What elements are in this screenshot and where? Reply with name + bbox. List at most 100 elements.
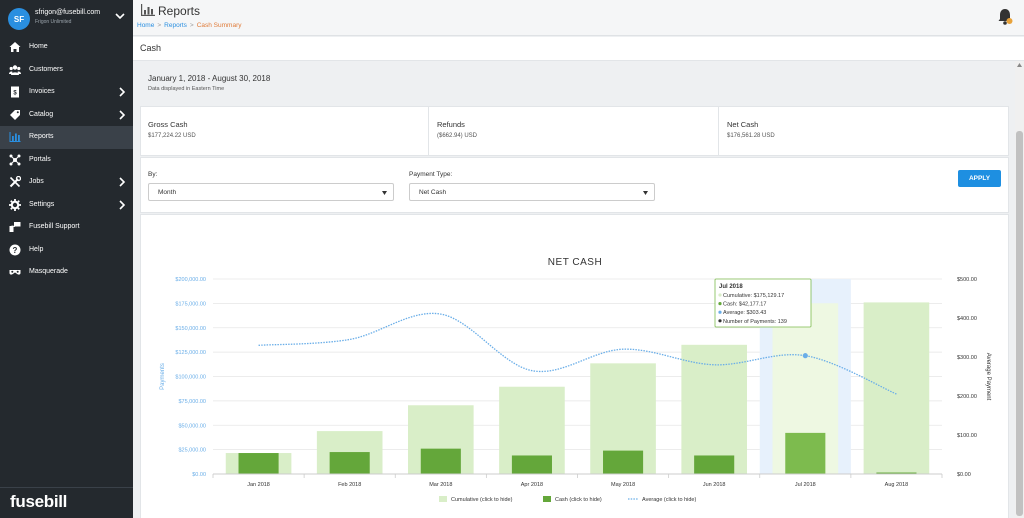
- breadcrumb-separator: >: [189, 22, 194, 29]
- support-icon: [9, 222, 21, 232]
- y-tick-label: $200,000.00: [175, 277, 206, 283]
- caret-down-icon: [643, 191, 648, 195]
- payment-type-select[interactable]: Net Cash: [409, 183, 655, 201]
- y-tick-label: $150,000.00: [175, 326, 206, 332]
- sidebar-item-label: Portals: [29, 155, 51, 163]
- x-tick-label: Aug 2018: [885, 482, 909, 488]
- user-menu[interactable]: SF sfrigon@fusebill.com Frigon Unlimited: [0, 0, 133, 35]
- y-tick-label: $75,000.00: [178, 399, 206, 405]
- chevron-right-icon: [119, 109, 126, 120]
- avatar: SF: [8, 8, 30, 30]
- tooltip-bullet: [718, 293, 722, 297]
- net-cash-label: Net Cash: [727, 120, 759, 129]
- cumulative-bar[interactable]: [681, 344, 747, 474]
- tools-icon: [9, 176, 21, 188]
- x-tick-label: Feb 2018: [338, 482, 361, 488]
- sidebar-item-label: Settings: [29, 200, 55, 208]
- cash-bar[interactable]: [329, 452, 370, 474]
- legend-average[interactable]: Average (click to hide): [642, 497, 696, 503]
- tooltip-bullet: [718, 302, 722, 306]
- apply-button[interactable]: APPLY: [958, 170, 1001, 187]
- sidebar-item-label: Reports: [29, 133, 54, 140]
- by-select[interactable]: Month: [148, 183, 394, 201]
- cumulative-bar[interactable]: [863, 302, 930, 474]
- sidebar-item-jobs[interactable]: Jobs: [0, 171, 133, 194]
- scroll-up-arrow-icon[interactable]: [1017, 63, 1022, 67]
- caret-down-icon: [382, 191, 387, 195]
- cash-bar[interactable]: [511, 455, 552, 474]
- notification-bell-icon[interactable]: [997, 8, 1013, 26]
- sidebar-item-invoices[interactable]: $ Invoices: [0, 81, 133, 104]
- x-tick-label: Mar 2018: [429, 482, 452, 488]
- payment-type-value: Net Cash: [419, 189, 447, 196]
- sidebar-item-masquerade[interactable]: Masquerade: [0, 261, 133, 284]
- breadcrumb: Home > Reports > Cash Summary: [137, 22, 242, 29]
- sidebar: SF sfrigon@fusebill.com Frigon Unlimited…: [0, 0, 133, 518]
- breadcrumb-reports[interactable]: Reports: [164, 22, 187, 29]
- users-icon: [9, 64, 21, 75]
- portals-icon: [9, 154, 21, 165]
- net-cash-chart: NET CASH $0.00 $25,000.00 $50,000.00 $75,000…: [160, 257, 991, 503]
- y2-tick-label: $500.00: [957, 277, 977, 283]
- sidebar-item-portals[interactable]: Portals: [0, 149, 133, 172]
- summary-panel: Gross Cash $177,224.22 USD Refunds ($662…: [140, 106, 1009, 156]
- x-tick-label: Jul 2018: [795, 482, 816, 488]
- y-axis-label: Payments: [160, 363, 166, 390]
- mask-icon: [9, 270, 21, 275]
- home-icon: [9, 42, 21, 52]
- cash-bar[interactable]: [238, 453, 279, 474]
- gross-cash-summary: Gross Cash $177,224.22 USD: [141, 107, 429, 156]
- legend-cumulative[interactable]: Cumulative (click to hide): [451, 497, 513, 503]
- y-tick-label: $100,000.00: [175, 375, 206, 381]
- payment-type-label: Payment Type:: [409, 171, 453, 178]
- user-email: sfrigon@fusebill.com: [35, 9, 101, 16]
- refunds-value: ($662.94) USD: [437, 133, 478, 139]
- legend-cash[interactable]: Cash (click to hide): [555, 497, 602, 503]
- section-header: Cash: [133, 37, 1024, 61]
- net-cash-value: $176,561.28 USD: [727, 133, 775, 139]
- cash-bar[interactable]: [785, 432, 826, 474]
- cash-bar[interactable]: [694, 455, 735, 474]
- by-label: By:: [148, 171, 158, 178]
- x-tick-label: Jan 2018: [247, 482, 270, 488]
- sidebar-item-help[interactable]: ? Help: [0, 239, 133, 262]
- sidebar-item-label: Customers: [29, 65, 63, 73]
- chevron-down-icon[interactable]: [115, 11, 125, 21]
- sidebar-item-settings[interactable]: Settings: [0, 194, 133, 217]
- sidebar-divider: [0, 487, 133, 488]
- sidebar-item-label: Jobs: [29, 178, 44, 185]
- date-range: January 1, 2018 - August 30, 2018: [148, 74, 271, 83]
- tooltip-bullet: [718, 319, 722, 323]
- y2-tick-label: $100.00: [957, 433, 977, 439]
- legend-swatch-cumulative[interactable]: [439, 496, 447, 502]
- refunds-label: Refunds: [437, 120, 465, 129]
- breadcrumb-separator: >: [157, 22, 162, 29]
- cash-bar[interactable]: [603, 450, 644, 474]
- sidebar-item-label: Fusebill Support: [29, 223, 80, 230]
- cash-bar[interactable]: [420, 448, 461, 474]
- logo-text: fusebill: [10, 492, 68, 511]
- cash-bar[interactable]: [876, 472, 917, 474]
- sidebar-item-home[interactable]: Home: [0, 36, 133, 59]
- sidebar-item-customers[interactable]: Customers: [0, 59, 133, 82]
- sidebar-item-label: Masquerade: [29, 268, 68, 275]
- gear-icon: [9, 198, 21, 211]
- breadcrumb-home[interactable]: Home: [137, 22, 155, 29]
- chart-tooltip: [714, 278, 812, 328]
- sidebar-item-reports[interactable]: Reports: [0, 126, 133, 149]
- scrollbar[interactable]: [1015, 61, 1024, 518]
- help-icon: ?: [9, 244, 21, 255]
- bar-chart-icon: [9, 132, 21, 142]
- legend-swatch-cash[interactable]: [543, 496, 551, 502]
- filter-panel: By: Month Payment Type: Net Cash APPLY: [140, 157, 1009, 213]
- breadcrumb-current: Cash Summary: [196, 22, 242, 29]
- average-line: [258, 312, 897, 395]
- gross-cash-label: Gross Cash: [148, 120, 188, 129]
- refunds-summary: Refunds ($662.94) USD: [430, 107, 719, 156]
- sidebar-item-fusebill-support[interactable]: Fusebill Support: [0, 216, 133, 239]
- scrollbar-thumb[interactable]: [1016, 131, 1023, 516]
- catalog-icon: [10, 109, 20, 120]
- x-tick-label: Apr 2018: [521, 482, 543, 488]
- sidebar-item-catalog[interactable]: Catalog: [0, 104, 133, 127]
- tooltip-line: Cash: $42,177.17: [723, 302, 766, 308]
